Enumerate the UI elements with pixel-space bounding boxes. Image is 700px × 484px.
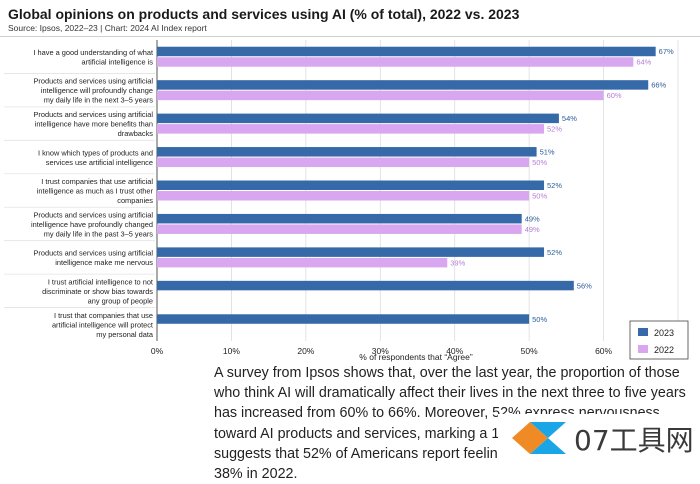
category-label: artificial intelligence is	[82, 57, 154, 66]
bar-2023-8	[157, 314, 530, 324]
grid-layer	[4, 40, 679, 341]
bar-2022-0	[157, 57, 634, 67]
category-label: companies	[117, 196, 153, 205]
bar-2022-3	[157, 157, 530, 168]
category-label: I know which types of products and	[38, 148, 153, 157]
value-label-2022-4: 50%	[532, 192, 547, 201]
bar-2023-5	[157, 213, 522, 224]
value-label-2022-0: 64%	[636, 58, 651, 67]
value-label-2022-2: 52%	[547, 125, 562, 134]
category-label: Products and services using artificial	[33, 110, 153, 119]
value-label-2023-6: 52%	[547, 248, 562, 257]
header-divider	[0, 36, 700, 37]
category-label: I have a good understanding of what	[33, 48, 153, 57]
value-label-2022-1: 60%	[607, 91, 622, 100]
bar-layer	[157, 46, 656, 324]
value-label-2023-1: 66%	[651, 81, 666, 90]
x-tick-label-30: 30%	[372, 346, 389, 356]
x-tick-label-0: 0%	[151, 346, 164, 356]
value-label-layer: 67%64%66%60%54%52%51%50%52%50%49%49%52%3…	[450, 47, 674, 324]
bar-2023-4	[157, 180, 545, 190]
bar-2022-2	[157, 124, 545, 134]
value-label-2023-0: 67%	[659, 47, 674, 56]
legend-swatch-2022	[638, 345, 648, 353]
value-label-2022-5: 49%	[525, 225, 540, 234]
category-label: Products and services using artificial	[33, 210, 153, 219]
legend-label-2023: 2023	[654, 328, 674, 338]
value-label-2023-5: 49%	[525, 214, 540, 223]
category-label: my personal data	[96, 330, 154, 339]
legend-label-2022: 2022	[654, 345, 674, 355]
category-label: intelligence have profoundly changed	[31, 220, 153, 229]
category-label: intelligence will profoundly change	[41, 86, 153, 95]
category-label: intelligence have more benefits than	[35, 120, 153, 129]
value-label-2022-6: 39%	[450, 258, 465, 267]
legend: 2023 2022	[629, 320, 689, 360]
bar-chart: I have a good understanding of whatartif…	[4, 40, 689, 362]
bar-2023-3	[157, 147, 537, 157]
bar-2022-1	[157, 90, 604, 101]
logo-icon	[512, 422, 566, 454]
value-label-2023-2: 54%	[562, 114, 577, 123]
category-label: I trust that companies that use	[54, 311, 153, 320]
value-label-2023-8: 50%	[532, 315, 547, 324]
category-label: my daily life in the next 3–5 years	[44, 96, 154, 105]
value-label-2023-7: 56%	[577, 281, 592, 290]
legend-swatch-2023	[638, 328, 648, 336]
category-label: drawbacks	[118, 129, 154, 138]
category-label: intelligence as much as I trust other	[37, 187, 154, 196]
category-label: I trust companies that use artificial	[41, 177, 153, 186]
category-label: I trust artificial intelligence to not	[48, 277, 153, 286]
watermark-text: 07工具网	[574, 424, 694, 457]
x-axis-label: % of respondents that “Agree”	[359, 352, 473, 362]
value-label-2022-3: 50%	[532, 158, 547, 167]
category-label: my daily life in the past 3–5 years	[44, 229, 154, 238]
x-tick-label-20: 20%	[297, 346, 314, 356]
value-label-2023-3: 51%	[540, 148, 555, 157]
bar-2023-7	[157, 280, 574, 291]
category-label: any group of people	[88, 296, 153, 305]
category-label-layer: I have a good understanding of whatartif…	[31, 48, 154, 339]
x-tick-label-50: 50%	[521, 346, 538, 356]
bar-2023-2	[157, 113, 559, 124]
bar-2022-5	[157, 224, 522, 234]
bar-2023-0	[157, 46, 656, 57]
bar-2022-6	[157, 257, 448, 268]
x-tick-label-40: 40%	[446, 346, 463, 356]
x-tick-label-10: 10%	[223, 346, 240, 356]
chart-source: Source: Ipsos, 2022–23 | Chart: 2024 AI …	[8, 23, 207, 33]
bar-2023-6	[157, 247, 545, 257]
category-label: services use artificial intelligence	[46, 158, 153, 167]
category-label: Products and services using artificial	[33, 77, 153, 86]
category-label: discriminate or show bias towards	[42, 287, 153, 296]
category-label: artificial intelligence will protect	[52, 320, 153, 329]
chart-title: Global opinions on products and services…	[8, 6, 520, 22]
bar-2023-1	[157, 80, 649, 90]
x-tick-label-60: 60%	[595, 346, 612, 356]
bar-2022-4	[157, 191, 530, 201]
watermark-logo: 07工具网	[498, 414, 698, 462]
category-label: intelligence make me nervous	[55, 258, 153, 267]
category-label: Products and services using artificial	[33, 249, 153, 258]
value-label-2023-4: 52%	[547, 181, 562, 190]
